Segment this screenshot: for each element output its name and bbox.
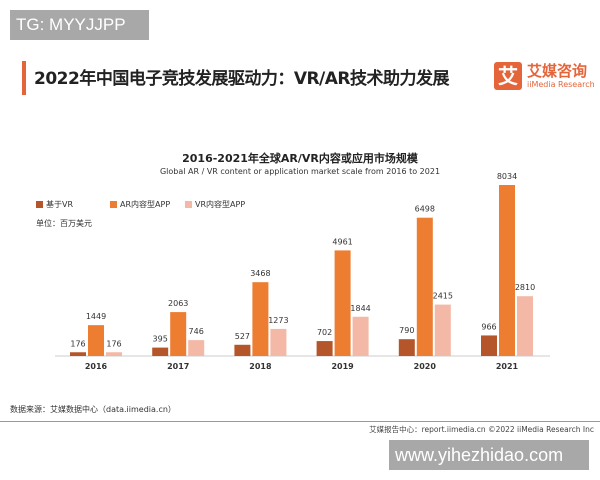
bar <box>252 282 269 356</box>
x-tick-label: 2016 <box>85 362 108 371</box>
bar <box>316 341 333 356</box>
bar <box>88 325 104 356</box>
bar <box>70 352 86 356</box>
chart-title: 2016-2021年全球AR/VR内容或应用市场规模 <box>182 152 418 165</box>
data-label: 176 <box>70 339 85 348</box>
bar <box>170 312 187 356</box>
data-label: 3468 <box>250 269 270 278</box>
data-label: 2810 <box>515 283 535 292</box>
data-label: 1449 <box>86 312 106 321</box>
data-label: 1844 <box>350 304 370 313</box>
legend-item-vr-app: VR内容型APP <box>185 199 245 210</box>
bar <box>517 296 533 356</box>
bar <box>398 339 415 356</box>
legend-swatch <box>185 201 192 208</box>
data-label: 8034 <box>497 172 517 181</box>
unit-label: 单位：百万美元 <box>36 219 92 228</box>
bar <box>334 250 351 356</box>
data-source: 数据来源：艾媒数据中心（data.iimedia.cn） <box>10 405 176 414</box>
title-accent-bar <box>22 61 26 95</box>
bar <box>434 304 451 356</box>
watermark-top: TG: MYYJJPP <box>10 10 149 40</box>
brand-name: 艾媒咨询 <box>527 62 588 80</box>
page-title: 2022年中国电子竞技发展驱动力：VR/AR技术助力发展 <box>34 69 450 89</box>
legend-label: 基于VR <box>46 200 74 209</box>
x-tick-label: 2019 <box>331 362 354 371</box>
data-label: 746 <box>189 327 204 336</box>
x-tick-label: 2017 <box>167 362 189 371</box>
bar <box>352 316 369 356</box>
legend-label: VR内容型APP <box>195 200 246 209</box>
bar <box>152 347 169 356</box>
footer-divider <box>0 421 600 422</box>
data-label: 966 <box>481 322 496 331</box>
x-tick-label: 2020 <box>414 362 437 371</box>
watermark-bottom: www.yihezhidao.com <box>389 440 589 470</box>
x-tick-label: 2021 <box>496 362 519 371</box>
legend-swatch <box>110 201 117 208</box>
brand-logo: 艾 <box>494 62 522 90</box>
footer-credit: 艾媒报告中心：report.iimedia.cn ©2022 iiMedia R… <box>369 425 594 434</box>
legend-item-ar-app: AR内容型APP <box>110 199 170 210</box>
bar <box>188 340 205 356</box>
bar <box>234 344 251 356</box>
x-tick-label: 2018 <box>249 362 272 371</box>
data-label: 1273 <box>268 316 288 325</box>
bar <box>499 185 515 356</box>
data-label: 527 <box>235 332 250 341</box>
brand-name-en: iiMedia Research <box>527 80 595 89</box>
chart-subtitle: Global AR / VR content or application ma… <box>159 167 441 176</box>
data-label: 2415 <box>433 292 453 301</box>
bar <box>481 335 497 356</box>
bar <box>270 328 287 356</box>
data-label: 395 <box>153 335 168 344</box>
data-label: 6498 <box>415 205 435 214</box>
data-label: 176 <box>106 339 121 348</box>
legend-label: AR内容型APP <box>120 200 171 209</box>
data-label: 4961 <box>332 237 352 246</box>
bar <box>416 217 433 356</box>
legend-item-vr: 基于VR <box>36 199 73 210</box>
legend-swatch <box>36 201 43 208</box>
data-label: 702 <box>317 328 332 337</box>
data-label: 2063 <box>168 299 188 308</box>
data-label: 790 <box>399 326 414 335</box>
bar <box>106 352 122 356</box>
